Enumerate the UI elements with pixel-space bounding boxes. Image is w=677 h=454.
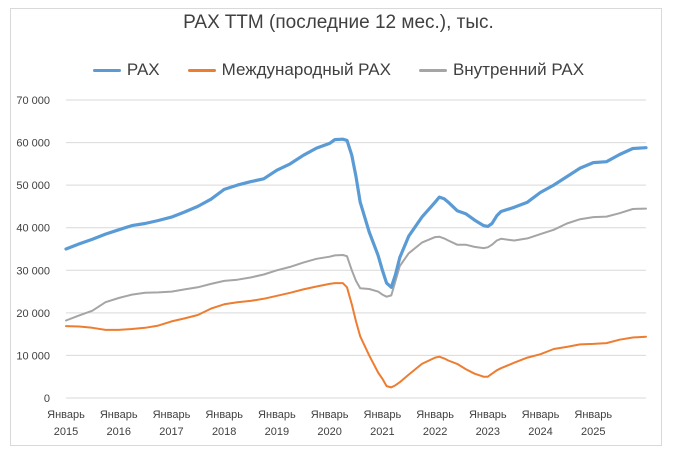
legend-swatch-pax — [92, 68, 121, 72]
x-tick-label-year: 2020 — [317, 426, 341, 438]
x-tick-label-year: 2023 — [476, 426, 500, 438]
legend-label-domestic-pax: Внутренний PAX — [452, 60, 585, 79]
x-tick-label-year: 2021 — [370, 426, 394, 438]
x-tick-label-month: Январь — [100, 409, 138, 421]
y-tick-label: 40 000 — [16, 223, 50, 235]
y-tick-label: 70 000 — [16, 95, 50, 107]
x-tick-label-year: 2016 — [106, 426, 130, 438]
chart-legend: PAX Международный PAX Внутренний PAX — [0, 60, 677, 80]
legend-label-international-pax: Международный PAX — [221, 60, 391, 79]
x-tick-label-month: Январь — [416, 409, 454, 421]
x-tick-label-year: 2019 — [265, 426, 289, 438]
x-tick-label: Январь 2020 — [311, 409, 349, 438]
x-tick-label-month: Январь — [47, 409, 85, 421]
x-tick-label: Январь 2024 — [522, 409, 560, 438]
x-tick-label: Январь 2019 — [258, 409, 296, 438]
y-tick-label: 0 — [44, 393, 50, 405]
y-tick-label: 10 000 — [16, 350, 50, 362]
series-line-pax — [64, 137, 648, 289]
x-tick-label-month: Январь — [522, 409, 560, 421]
x-tick-label: Январь 2015 — [47, 409, 85, 438]
x-tick-label-year: 2015 — [54, 426, 78, 438]
x-tick-label-year: 2022 — [423, 426, 447, 438]
x-tick-label: Январь 2023 — [469, 409, 507, 438]
x-tick-label-year: 2017 — [159, 426, 183, 438]
series-line-domestic-pax — [65, 207, 647, 322]
chart-title: PAX TTM (последние 12 мес.), тыс. — [183, 12, 494, 33]
y-tick-label: 60 000 — [16, 138, 50, 150]
y-tick-label: 30 000 — [16, 265, 50, 277]
legend-item-international-pax: Международный PAX — [187, 60, 391, 80]
x-tick-label-month: Январь — [364, 409, 402, 421]
legend-swatch-domestic-pax — [418, 68, 447, 72]
x-tick-label-month: Январь — [469, 409, 507, 421]
x-tick-label-year: 2018 — [212, 426, 236, 438]
series-line-international-pax — [65, 282, 647, 389]
chart-frame — [10, 8, 662, 446]
x-tick-label-year: 2025 — [581, 426, 605, 438]
y-tick-label: 20 000 — [16, 308, 50, 320]
x-tick-label: Январь 2017 — [153, 409, 191, 438]
x-tick-label-year: 2024 — [528, 426, 552, 438]
y-tick-label: 50 000 — [16, 180, 50, 192]
legend-item-pax: PAX — [92, 60, 160, 80]
x-tick-label: Январь 2021 — [364, 409, 402, 438]
x-tick-label: Январь 2016 — [100, 409, 138, 438]
legend-label-pax: PAX — [126, 60, 160, 79]
x-tick-label-month: Январь — [311, 409, 349, 421]
legend-item-domestic-pax: Внутренний PAX — [418, 60, 585, 80]
x-tick-label-month: Январь — [258, 409, 296, 421]
x-tick-label-month: Январь — [205, 409, 243, 421]
x-tick-label: Январь 2022 — [416, 409, 454, 438]
x-tick-label-month: Январь — [574, 409, 612, 421]
x-tick-label: Январь 2018 — [205, 409, 243, 438]
legend-swatch-international-pax — [187, 68, 216, 72]
x-tick-label: Январь 2025 — [574, 409, 612, 438]
x-tick-label-month: Январь — [153, 409, 191, 421]
